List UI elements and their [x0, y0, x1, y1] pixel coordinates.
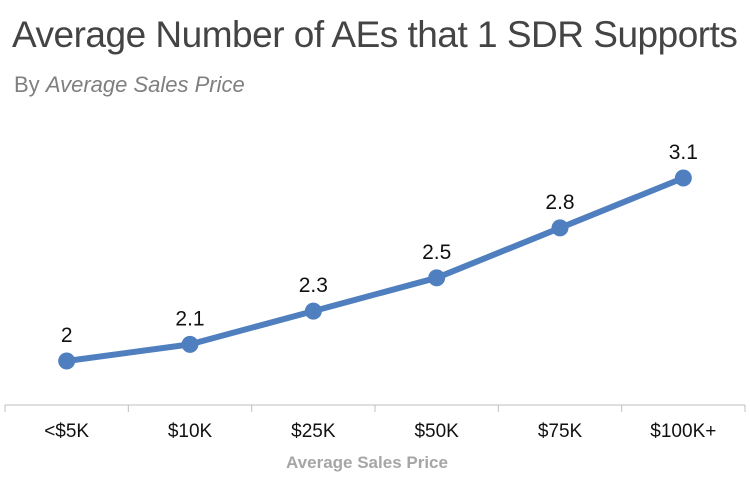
x-axis-tick-labels: <$5K $10K $25K $50K $75K $100K+ — [44, 421, 716, 442]
x-tick-label: $100K+ — [650, 421, 716, 442]
x-tick-label: $10K — [168, 421, 213, 442]
subtitle-emphasis: Average Sales Price — [45, 72, 245, 97]
chart-title: Average Number of AEs that 1 SDR Support… — [12, 14, 738, 55]
x-tick-label: $50K — [414, 421, 459, 442]
data-label: 2.8 — [545, 191, 574, 214]
data-label: 2 — [61, 324, 73, 347]
data-labels: 2 2.1 2.3 2.5 2.8 3.1 — [61, 141, 698, 347]
subtitle-prefix: By — [14, 72, 40, 97]
x-axis-title: Average Sales Price — [286, 453, 448, 472]
x-tick-label: <$5K — [44, 421, 89, 442]
data-label: 2.1 — [175, 307, 204, 330]
data-label: 3.1 — [669, 141, 698, 164]
x-tick-label: $25K — [291, 421, 336, 442]
x-axis-ticks — [4, 405, 746, 412]
data-point — [551, 219, 569, 237]
data-points — [58, 169, 692, 370]
x-tick-label: $75K — [538, 421, 583, 442]
data-point — [428, 269, 446, 287]
data-point — [58, 352, 76, 370]
data-point — [304, 302, 322, 320]
series-line — [63, 175, 687, 364]
data-label: 2.5 — [422, 241, 451, 264]
chart-subtitle: By Average Sales Price — [14, 72, 245, 98]
data-label: 2.3 — [299, 274, 328, 297]
data-point — [181, 335, 199, 353]
data-point — [674, 169, 692, 187]
